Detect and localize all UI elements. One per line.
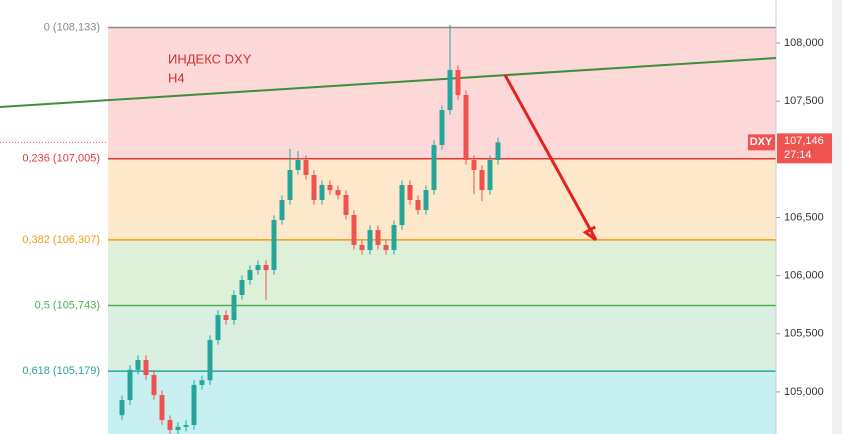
fib-label: 0,5 (105,743) [35,299,100,311]
timer-label: 27:14 [784,149,812,161]
y-tick-label: 108,000 [784,37,824,49]
fib-zone [108,239,776,306]
candle-body [183,425,189,427]
y-tick-label: 105,000 [784,386,824,398]
price-label: 107,146 [784,135,824,147]
candle-body [143,360,149,376]
y-tick-label: 106,000 [784,270,824,282]
y-tick-label: 106,500 [784,211,824,223]
candle-body [407,185,413,201]
candle-body [175,426,181,431]
candle-body [383,245,389,251]
candle-body [303,160,309,176]
candle-body [463,95,469,161]
candle-body [343,195,349,216]
trendline [0,57,777,108]
candle-body [263,265,269,271]
candle-body [431,145,437,191]
candle-body [191,384,197,426]
y-tick-label: 107,500 [784,95,824,107]
candle-body [231,295,237,321]
candle-body [247,270,253,281]
candle-body [335,190,341,196]
candle-body [367,230,373,251]
chart-title: ИНДЕКС DXY [168,51,252,66]
candle-body [311,175,317,201]
candle-body [487,160,493,191]
candle-body [151,375,157,396]
candle-body [399,185,405,226]
candle-body [287,170,293,201]
price-tag [777,133,832,164]
y-tick-label: 105,500 [784,328,824,340]
fib-zone [108,158,776,240]
candle-body [255,265,261,271]
candle-body [447,70,453,111]
candle-body [415,200,421,211]
candle-body [215,315,221,341]
candle-body [455,70,461,96]
candle-body [319,185,325,201]
candle-body [295,160,301,171]
symbol-tag [748,134,775,151]
candle-body [495,142,501,161]
candle-body [351,215,357,246]
candle-body [391,225,397,251]
fib-label: 0 (108,133) [44,21,100,33]
candle-body [359,245,365,251]
candle-body [119,400,125,416]
fib-label: 0,618 (105,179) [22,365,100,377]
arrow-head [582,225,597,242]
candle-body [199,380,205,385]
arrow-line [503,74,598,241]
candle-body [159,395,165,421]
fib-label: 0,236 (107,005) [22,153,100,165]
fib-zone [108,371,776,434]
scrollbar [832,0,842,434]
candle-body [439,110,445,146]
candle-body [135,360,141,370]
chart-subtitle: H4 [168,70,185,85]
candle-body [127,369,133,401]
symbol-label: DXY [750,136,773,148]
fib-label: 0,382 (106,307) [22,234,100,246]
candle-body [471,160,477,171]
candle-body [479,170,485,191]
candle-body [375,230,381,246]
candle-body [327,185,333,191]
candle-body [207,340,213,381]
candle-body [167,420,173,431]
candle-body [279,200,285,221]
candle-body [239,280,245,296]
candle-body [271,220,277,271]
candle-body [223,315,229,321]
candle-body [423,190,429,211]
